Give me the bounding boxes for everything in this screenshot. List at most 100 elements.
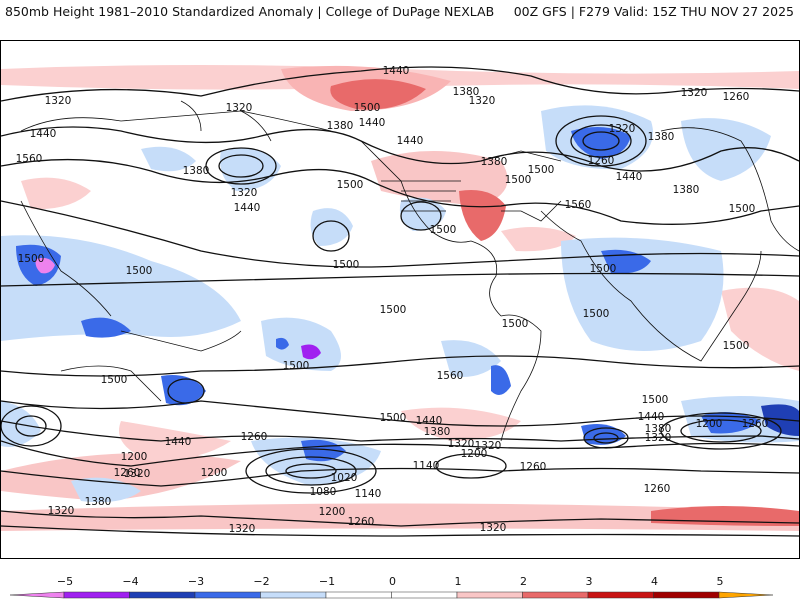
contour-label: 1500 bbox=[729, 203, 756, 215]
contour-label: 1500 bbox=[590, 263, 617, 275]
contour-label: 1440 bbox=[383, 65, 410, 77]
contour-label: 1380 bbox=[453, 86, 480, 98]
contour-label: 1320 bbox=[48, 505, 75, 517]
contour-label: 1500 bbox=[502, 318, 529, 330]
colorbar-tick-label: −1 bbox=[318, 575, 336, 588]
colorbar-segment bbox=[391, 591, 458, 599]
contour-label: 1320 bbox=[231, 187, 258, 199]
colorbar-segment bbox=[653, 591, 720, 599]
coastlines bbox=[20, 100, 799, 442]
contour-label: 1260 bbox=[348, 516, 375, 528]
contour-label: 1320 bbox=[124, 468, 151, 480]
contour-label: 1320 bbox=[609, 123, 636, 135]
colorbar-segment bbox=[63, 591, 130, 599]
colorbar-tick-label: 3 bbox=[585, 575, 593, 588]
contour-label: 1140 bbox=[413, 460, 440, 472]
colorbar-tick-label: 1 bbox=[454, 575, 462, 588]
colorbar-segment bbox=[522, 591, 589, 599]
colorbar-tick-label: −5 bbox=[56, 575, 74, 588]
contour-label: 1500 bbox=[380, 304, 407, 316]
contour-label: 1320 bbox=[480, 522, 507, 534]
contour-label: 1080 bbox=[310, 486, 337, 498]
contour-label: 1500 bbox=[337, 179, 364, 191]
contour-label: 1440 bbox=[616, 171, 643, 183]
contour-label: 1500 bbox=[18, 253, 45, 265]
colorbar-tick-label: 2 bbox=[520, 575, 527, 588]
contour-label: 1260 bbox=[114, 467, 141, 479]
contour-label: 1200 bbox=[696, 418, 723, 430]
colorbar-tick-label: 5 bbox=[716, 575, 724, 588]
colorbar-segment bbox=[129, 591, 196, 599]
model-run-valid-time: 00Z GFS | F279 Valid: 15Z THU NOV 27 202… bbox=[513, 4, 794, 19]
contour-label: 1260 bbox=[644, 483, 671, 495]
colorbar-end-low bbox=[9, 591, 65, 599]
colorbar-tick-label: −2 bbox=[253, 575, 270, 588]
contour-label: 1380 bbox=[673, 184, 700, 196]
contour-label: 1200 bbox=[319, 506, 346, 518]
height-contours bbox=[1, 66, 799, 537]
contour-label: 1260 bbox=[742, 418, 769, 430]
anomaly-map: 1440 1320 1320 1440 1560 1380 1320 1440 … bbox=[0, 40, 800, 559]
colorbar-tick-label: −3 bbox=[187, 575, 205, 588]
contour-label: 1500 bbox=[642, 394, 669, 406]
contour-label: 1260 bbox=[723, 91, 750, 103]
contour-label: 1380 bbox=[648, 131, 675, 143]
contour-label: 1500 bbox=[380, 412, 407, 424]
contour-label: 1440 bbox=[397, 135, 424, 147]
contour-label: 1440 bbox=[416, 415, 443, 427]
colorbar-tick-label: −4 bbox=[122, 575, 139, 588]
contour-label: 1200 bbox=[201, 467, 228, 479]
contour-label: 1500 bbox=[283, 360, 310, 372]
contour-label: 1500 bbox=[354, 102, 381, 114]
contour-label: 1320 bbox=[475, 440, 502, 452]
colorbar-tick-label: 4 bbox=[651, 575, 658, 588]
colorbar-segment bbox=[260, 591, 327, 599]
contour-label: 1020 bbox=[331, 472, 358, 484]
contour-label: 1380 bbox=[424, 426, 451, 438]
contour-label: 1200 bbox=[121, 451, 148, 463]
contour-label: 1560 bbox=[565, 199, 592, 211]
contour-label: 1320 bbox=[645, 432, 672, 444]
contour-label: 1500 bbox=[333, 259, 360, 271]
contour-label: 1500 bbox=[583, 308, 610, 320]
contour-label: 1440 bbox=[359, 117, 386, 129]
contour-label: 1500 bbox=[126, 265, 153, 277]
contour-label: 1380 bbox=[645, 423, 672, 435]
colorbar-segment bbox=[456, 591, 523, 599]
contour-label: 1380 bbox=[327, 120, 354, 132]
contour-label: 1320 bbox=[469, 95, 496, 107]
contour-label: 1440 bbox=[30, 128, 57, 140]
contour-label: 1380 bbox=[481, 156, 508, 168]
contour-label: 1260 bbox=[588, 155, 615, 167]
contour-label: 1440 bbox=[165, 436, 192, 448]
contour-label: 1380 bbox=[183, 165, 210, 177]
colorbar-segment bbox=[587, 591, 654, 599]
contour-label: 1260 bbox=[241, 431, 268, 443]
contour-label: 1440 bbox=[234, 202, 261, 214]
colorbar-end-high bbox=[718, 591, 774, 599]
contour-label: 1500 bbox=[101, 374, 128, 386]
contour-label: 1320 bbox=[681, 87, 708, 99]
contour-label: 1500 bbox=[528, 164, 555, 176]
contour-label: 1440 bbox=[638, 411, 665, 423]
contour-label: 1320 bbox=[45, 95, 72, 107]
contour-label: 1500 bbox=[723, 340, 750, 352]
contour-labels: 1440 1320 1320 1440 1560 1380 1320 1440 … bbox=[16, 65, 769, 535]
contour-label: 1560 bbox=[16, 153, 43, 165]
contour-label: 1500 bbox=[430, 224, 457, 236]
contour-label: 1380 bbox=[85, 496, 112, 508]
contour-label: 1320 bbox=[226, 102, 253, 114]
chart-title-left: 850mb Height 1981–2010 Standardized Anom… bbox=[5, 4, 495, 19]
contour-label: 1200 bbox=[461, 448, 488, 460]
contour-label: 1140 bbox=[355, 488, 382, 500]
contour-label: 1260 bbox=[520, 461, 547, 473]
contour-label: 1560 bbox=[437, 370, 464, 382]
contour-label: 1320 bbox=[229, 523, 256, 535]
colorbar-segment bbox=[325, 591, 392, 599]
negative-anomaly-shading bbox=[1, 105, 799, 503]
colorbar-tick-label: 0 bbox=[389, 575, 396, 588]
contour-label: 1500 bbox=[505, 174, 532, 186]
contour-label: 1320 bbox=[448, 438, 475, 450]
colorbar-segment bbox=[194, 591, 261, 599]
colorbar-legend bbox=[9, 591, 774, 599]
